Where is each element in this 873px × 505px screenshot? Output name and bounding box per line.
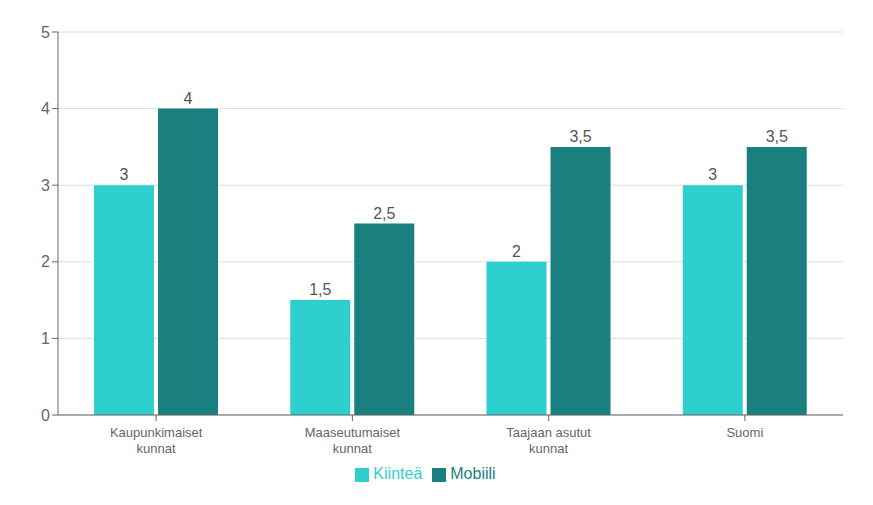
svg-text:Suomi: Suomi <box>726 425 763 440</box>
svg-text:Maaseutumaisetkunnat: Maaseutumaisetkunnat <box>305 425 401 456</box>
svg-text:4: 4 <box>41 100 50 117</box>
svg-text:3: 3 <box>41 177 50 194</box>
svg-text:0: 0 <box>41 407 50 424</box>
svg-text:Taajaan asututkunnat: Taajaan asututkunnat <box>506 425 591 456</box>
svg-text:1,5: 1,5 <box>309 281 331 298</box>
html-text:Kiinteä: Kiinteä <box>373 465 423 482</box>
html-text:Mobiili: Mobiili <box>450 465 496 482</box>
svg-text:2: 2 <box>512 243 521 260</box>
svg-text:3: 3 <box>120 166 129 183</box>
svg-text:3,5: 3,5 <box>569 128 591 145</box>
svg-text:Kaupunkimaisetkunnat: Kaupunkimaisetkunnat <box>110 425 203 456</box>
svg-text:4: 4 <box>184 90 193 107</box>
svg-text:2: 2 <box>41 253 50 270</box>
svg-text:3,5: 3,5 <box>766 128 788 145</box>
svg-text:3: 3 <box>708 166 717 183</box>
svg-text:5: 5 <box>41 24 50 41</box>
svg-text:2,5: 2,5 <box>373 205 395 222</box>
svg-text:1: 1 <box>41 330 50 347</box>
